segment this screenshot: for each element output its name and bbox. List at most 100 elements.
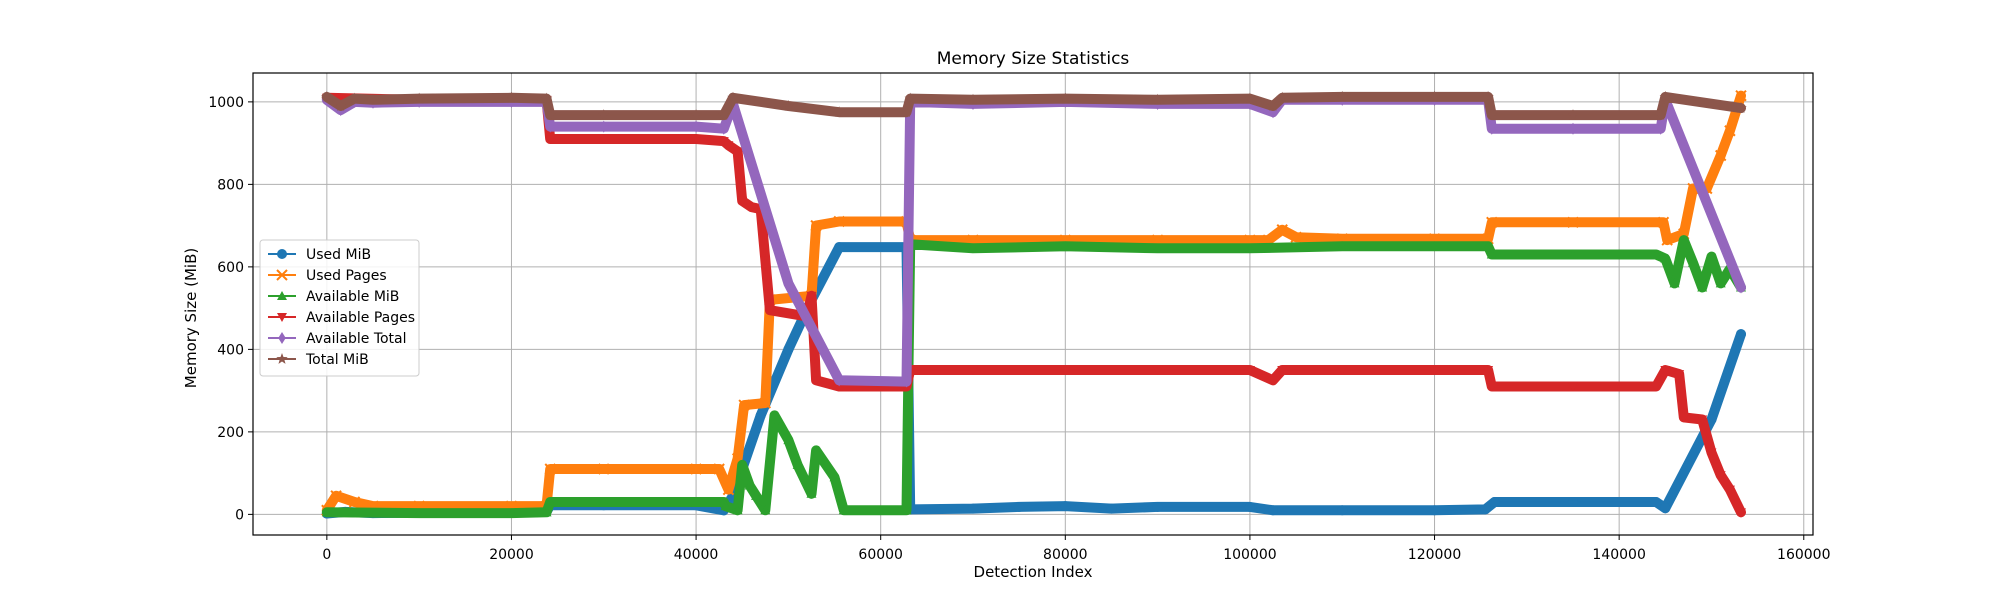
data-point-total-mib [1428,90,1441,102]
y-tick-label: 600 [217,260,244,276]
data-point-available-total [692,120,700,133]
data-point-used-pages [598,463,610,475]
data-point-total-mib [1659,90,1672,102]
data-point-available-pages [1268,376,1278,386]
data-point-used-pages [1735,89,1747,102]
data-point-available-total [1569,122,1577,135]
data-point-used-mib [1268,505,1278,516]
data-point-total-mib [348,92,361,104]
data-point-available-pages [1678,413,1689,423]
legend-label: Available Total [306,331,407,347]
data-point-used-mib [1660,503,1671,514]
data-point-used-mib [1244,501,1255,512]
data-point-total-mib [967,93,979,105]
data-point-total-mib [904,92,916,104]
data-point-available-mib [829,472,840,482]
data-point-available-total [1488,122,1496,135]
x-tick-label: 140000 [1592,547,1645,563]
data-point-total-mib [321,90,333,102]
data-point-available-mib [737,459,748,469]
data-point-available-mib [1688,257,1698,267]
data-point-available-mib [1678,235,1689,245]
data-point-available-pages [723,141,734,151]
x-tick-label: 60000 [858,547,903,563]
data-point-available-total [835,374,843,387]
legend-item-total-mib: Total MiB [268,352,369,368]
data-point-used-mib [1060,501,1071,512]
data-point-total-mib [334,100,347,111]
data-point-available-total [784,277,793,290]
data-point-total-mib [727,91,739,103]
data-point-available-pages [764,306,775,316]
data-point-available-mib [720,501,731,511]
data-point-available-pages [746,203,757,213]
series-total-mib [321,90,1747,121]
data-point-available-mib [1429,241,1440,251]
data-point-used-pages [1714,149,1727,162]
data-point-available-mib [1568,249,1578,259]
data-point-available-pages [691,135,702,144]
legend-marker [276,269,288,281]
data-point-available-pages [737,196,748,206]
data-point-used-pages [759,397,772,409]
legend-marker [277,249,287,259]
legend-label: Available Pages [306,310,415,326]
data-point-used-pages [738,399,750,411]
data-point-available-mib [545,497,556,506]
legend-label: Used Pages [306,268,387,284]
plot-frame [252,72,1814,536]
y-tick-label: 400 [217,342,244,358]
data-point-available-pages [1244,366,1255,375]
data-point-available-mib [414,508,425,518]
y-tick-label: 1000 [208,95,244,111]
legend-item-used-mib: Used MiB [268,247,371,263]
y-tick-label: 200 [217,425,244,441]
data-point-used-mib [1489,497,1500,507]
legend-label: Available MiB [306,289,399,305]
data-point-available-pages [811,376,822,386]
data-point-used-pages [833,215,845,228]
data-point-used-mib [1152,501,1163,512]
data-point-available-pages [598,135,609,144]
data-point-available-pages [1660,366,1671,375]
plot-area [253,73,1813,535]
data-point-available-mib [1669,278,1680,288]
y-tick-label: 0 [235,507,244,523]
data-point-available-mib [901,505,912,515]
legend-marker [277,291,287,300]
data-point-available-total [902,375,911,388]
data-point-available-mib [760,505,771,515]
data-point-used-pages [1486,216,1498,229]
data-point-available-mib [744,480,755,490]
data-point-used-pages [722,483,735,496]
data-point-total-mib [1059,92,1072,104]
data-point-available-mib [1715,278,1726,288]
data-point-available-mib [1706,251,1717,261]
data-point-available-pages [1486,382,1497,392]
x-tick-label: 0 [322,547,331,563]
data-point-available-mib [1244,243,1255,253]
x-axis-label: Detection Index [974,563,1093,581]
data-point-available-mib [792,459,803,469]
data-point-available-mib [506,508,517,518]
data-point-used-pages [810,219,822,232]
data-point-total-mib [1482,90,1494,102]
data-point-available-pages [1706,448,1717,458]
x-axis-ticks: 0 20000 40000 60000 80000 100000 120000 140000 1… [322,535,1830,563]
data-point-used-mib [1480,504,1491,515]
data-point-available-mib [1152,243,1163,253]
data-point-available-total [1737,281,1745,294]
data-point-used-pages [1567,216,1579,229]
data-point-available-mib [732,505,743,515]
data-point-available-total [720,122,728,135]
data-point-available-mib [1337,241,1348,251]
data-point-used-mib [783,344,794,355]
y-axis-label: Memory Size (MiB) [182,248,200,388]
y-axis-ticks: 0 200 400 600 800 1000 [208,95,253,523]
data-point-used-pages [330,490,342,502]
data-point-total-mib [1244,92,1256,104]
data-point-available-mib [769,410,780,420]
data-point-total-mib [544,109,556,120]
